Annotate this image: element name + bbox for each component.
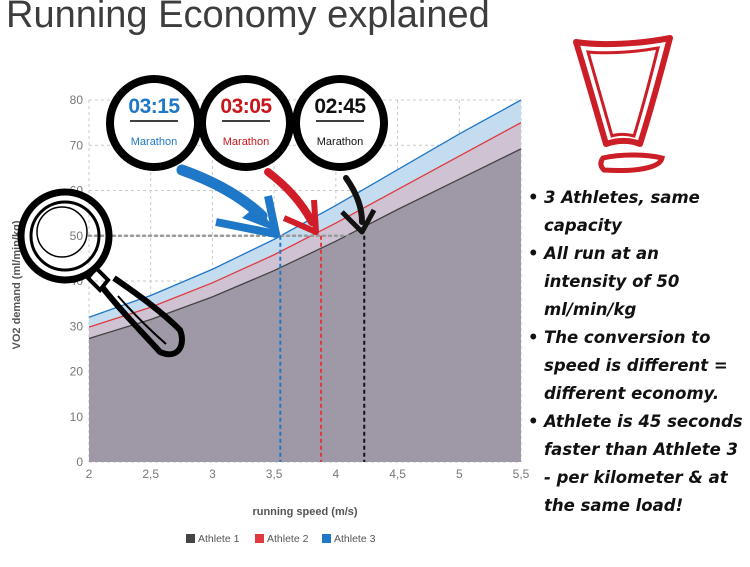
arrow-red-icon xyxy=(264,168,316,226)
pace-label: Marathon xyxy=(131,136,177,148)
y-axis-label: VO2 demand (ml/min/kg) xyxy=(11,220,23,349)
pace-markers: 03:15 Marathon 03:05 Marathon 02:45 Marathon xyxy=(106,75,388,171)
x-tick-label: 4 xyxy=(333,467,340,481)
bullet-list: 3 Athletes, same capacity All run at an … xyxy=(526,184,746,520)
arrowhead-blue-icon xyxy=(242,206,278,232)
pace-badge: 02:45 Marathon xyxy=(292,75,388,171)
x-tick-labels: 2 2,5 3 3,5 4 4,5 5 5,5 xyxy=(86,467,530,481)
line-athlete-2 xyxy=(88,122,522,328)
bullet-item: All run at an intensity of 50 ml/min/kg xyxy=(526,240,746,324)
legend-label: Athlete 1 xyxy=(198,533,240,545)
legend-label: Athlete 2 xyxy=(267,533,309,545)
legend-label: Athlete 3 xyxy=(334,533,376,545)
y-tick-label: 70 xyxy=(70,138,84,152)
arrow-blue-icon xyxy=(176,164,268,222)
x-tick-label: 3 xyxy=(209,467,216,481)
legend-swatch xyxy=(186,534,195,543)
pace-badge: 03:15 Marathon xyxy=(106,75,202,171)
y-tick-label: 10 xyxy=(70,410,84,424)
bullet-item: 3 Athletes, same capacity xyxy=(526,184,746,240)
y-tick-label: 30 xyxy=(70,319,84,333)
y-tick-label: 50 xyxy=(70,229,84,243)
exclamation-icon xyxy=(573,35,673,173)
y-tick-label: 20 xyxy=(70,365,84,379)
page-title: Running Economy explained xyxy=(6,0,490,36)
pace-label: Marathon xyxy=(223,136,269,148)
pace-badge: 03:05 Marathon xyxy=(198,75,294,171)
x-tick-label: 2 xyxy=(86,467,93,481)
pace-label: Marathon xyxy=(317,136,363,148)
line-athlete-3 xyxy=(88,99,522,318)
magnifier-icon xyxy=(17,188,185,358)
decorations xyxy=(17,35,673,358)
pace-time: 03:15 xyxy=(128,95,180,118)
x-tick-label: 5 xyxy=(456,467,463,481)
legend-swatch xyxy=(255,534,264,543)
bullet-item: Athlete is 45 seconds faster than Athlet… xyxy=(526,408,746,520)
legend-swatch xyxy=(322,534,331,543)
x-tick-label: 4,5 xyxy=(389,467,406,481)
legend: Athlete 1 Athlete 2 Athlete 3 xyxy=(186,533,376,545)
pace-time: 03:05 xyxy=(220,95,272,118)
arrow-black-icon xyxy=(343,175,365,225)
area-athlete-1 xyxy=(89,148,521,462)
reference-lines xyxy=(87,234,366,462)
y-tick-label: 80 xyxy=(70,93,84,107)
x-tick-label: 3,5 xyxy=(266,467,283,481)
y-tick-label: 0 xyxy=(76,455,83,469)
x-tick-label: 2,5 xyxy=(142,467,159,481)
pace-time: 02:45 xyxy=(314,95,366,118)
bullet-item: The conversion to speed is different = d… xyxy=(526,324,746,408)
series-areas xyxy=(89,100,521,462)
arrows xyxy=(176,164,377,238)
x-axis-label: running speed (m/s) xyxy=(252,506,357,518)
